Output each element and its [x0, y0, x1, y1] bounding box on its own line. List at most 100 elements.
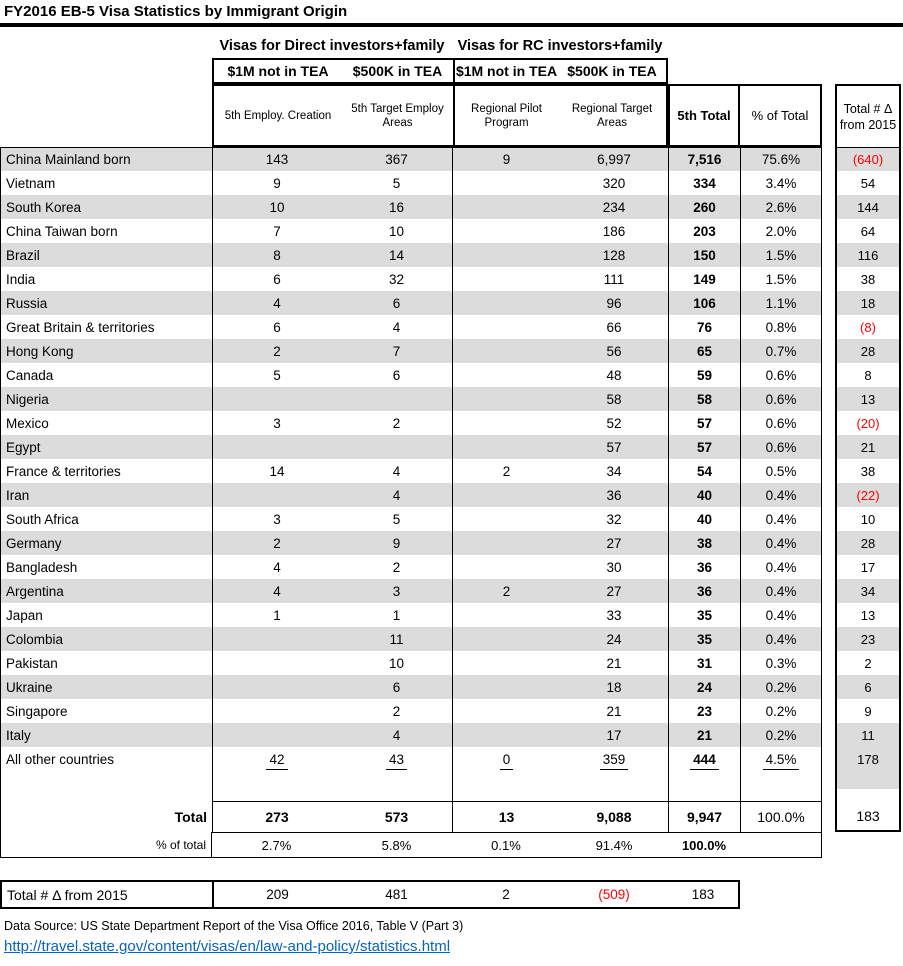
cell-direct-500k: 7	[341, 339, 452, 363]
spacer-cell	[0, 789, 212, 801]
cell-rc-500k: 57	[560, 435, 668, 459]
cell-rc-500k: 48	[606, 367, 622, 383]
cell-pct-of-total: 2.6%	[740, 195, 822, 219]
bottom-table-label: Total # Δ from 2015	[2, 882, 214, 907]
cell-5th-total: 54	[668, 459, 740, 483]
cell-5th-total: 35	[668, 627, 740, 651]
cell-pct-of-total: 1.5%	[740, 267, 822, 291]
column-headers-tier2: 5th Employ. Creation 5th Target Employ A…	[212, 84, 668, 147]
cell-rc-1m	[452, 243, 560, 267]
cell-delta-from-2015: 2	[835, 651, 901, 675]
cell-delta-from-2015: 23	[835, 627, 901, 651]
cell-direct-1m: 2	[212, 531, 341, 555]
cell-direct-1m: 42	[212, 747, 341, 789]
column-gap	[822, 555, 835, 579]
cell-5th-total: 7,516	[668, 147, 740, 171]
spacer-cell	[822, 789, 835, 801]
column-gap	[822, 147, 835, 171]
title-rule	[0, 23, 903, 27]
cell-direct-1m: 1	[212, 603, 341, 627]
column-gap	[822, 723, 835, 747]
cell-5th-total: 21	[668, 723, 740, 747]
cell-rc-500k: 27	[560, 579, 668, 603]
cell-direct-1m	[212, 483, 341, 507]
cell-delta-from-2015: 64	[835, 219, 901, 243]
cell-direct-500k: 4	[341, 483, 452, 507]
cell-rc-500k: 186	[602, 223, 626, 239]
cell-5th-total: 35	[668, 603, 740, 627]
column-gap	[822, 507, 835, 531]
cell-rc-1m	[452, 699, 560, 723]
cell-rc-1m: 9	[452, 147, 560, 171]
cell-direct-1m: 3	[212, 411, 341, 435]
pct-col-header: % of Total	[740, 84, 822, 147]
cell-direct-1m: 6	[212, 315, 341, 339]
col-header-1m-direct: $1M not in TEA	[227, 63, 329, 79]
cell-pct-of-total: 0.2%	[740, 675, 822, 699]
cell-rc-1m: 0	[452, 747, 560, 789]
cell-direct-1m	[212, 627, 341, 651]
cell-rc-1m: 2	[452, 459, 560, 483]
subcol-header-employ-creation: 5th Employ. Creation	[224, 109, 332, 122]
column-gap	[822, 339, 835, 363]
source-link[interactable]: http://travel.state.gov/content/visas/en…	[4, 938, 451, 955]
cell-5th-total: 334	[668, 171, 740, 195]
cell-country: Ukraine	[0, 675, 212, 699]
cell-rc-500k: 34	[606, 463, 622, 479]
cell-pct-of-total: 0.4%	[740, 579, 822, 603]
cell-country: Singapore	[0, 699, 212, 723]
cell-direct-1m	[212, 651, 341, 675]
cell-direct-1m: 4	[212, 291, 341, 315]
table-row: Egypt 57 57 0.6% 21	[0, 435, 903, 459]
cell-country: Germany	[0, 531, 212, 555]
cell-rc-1m	[452, 531, 560, 555]
cell-delta-from-2015: 178	[835, 747, 901, 789]
cell-delta-from-2015: 18	[835, 291, 901, 315]
cell-delta-from-2015: 9	[835, 699, 901, 723]
table-row: India 6 32 111 149 1.5% 38	[0, 267, 903, 291]
table-row: Singapore 2 21 23 0.2% 9	[0, 699, 903, 723]
cell-country: Great Britain & territories	[0, 315, 212, 339]
cell-country: Egypt	[0, 435, 212, 459]
cell-delta-from-2015: 34	[835, 579, 901, 603]
cell-direct-500k: 9	[341, 531, 452, 555]
cell-direct-500k: 2	[392, 559, 401, 575]
source-text: Data Source: US State Department Report …	[4, 919, 464, 933]
cell-5th-total: 58	[668, 387, 740, 411]
cell-pct-of-total: 0.2%	[740, 699, 822, 723]
cell-country: India	[0, 267, 212, 291]
bottom-cell-c2: 481	[385, 887, 408, 902]
cell-delta-from-2015: 38	[835, 267, 901, 291]
cell-5th-total: 36	[668, 579, 740, 603]
total-col-header: 5th Total	[668, 84, 740, 147]
cell-direct-1m: 3	[212, 507, 341, 531]
bottom-cell-c1: 209	[266, 887, 289, 902]
table-row: China Taiwan born 7 10 186 203 2.0% 64	[0, 219, 903, 243]
cell-direct-1m: 4	[212, 579, 341, 603]
cell-rc-500k: 52	[606, 415, 622, 431]
column-gap	[822, 219, 835, 243]
cell-country: Pakistan	[0, 651, 212, 675]
cell-direct-1m: 143	[212, 147, 341, 171]
cell-rc-1m	[452, 195, 560, 219]
cell-delta-from-2015: (8)	[835, 315, 901, 339]
cell-direct-1m: 9	[212, 171, 341, 195]
col-header-500k-rc: $500K in TEA	[567, 63, 657, 79]
cell-delta-from-2015: 116	[835, 243, 901, 267]
cell-direct-500k: 367	[341, 147, 452, 171]
cell-pct-of-total: 0.6%	[740, 435, 822, 459]
table-row: Brazil 8 14 128 150 1.5% 116	[0, 243, 903, 267]
cell-delta-from-2015: (22)	[835, 483, 901, 507]
table-row: Ukraine 6 18 24 0.2% 6	[0, 675, 903, 699]
cell-rc-1m	[452, 291, 560, 315]
cell-5th-total: 203	[668, 219, 740, 243]
spacer-cell	[740, 789, 822, 801]
source-link-line: http://travel.state.gov/content/visas/en…	[4, 938, 450, 955]
cell-country: China Mainland born	[0, 147, 212, 171]
cell-5th-total: 59	[668, 363, 740, 387]
column-gap	[822, 801, 835, 832]
subcol-header-regional-target: Regional Target Areas	[571, 102, 653, 129]
table-row: Japan 1 1 33 35 0.4% 13	[0, 603, 903, 627]
cell-5th-total: 76	[668, 315, 740, 339]
